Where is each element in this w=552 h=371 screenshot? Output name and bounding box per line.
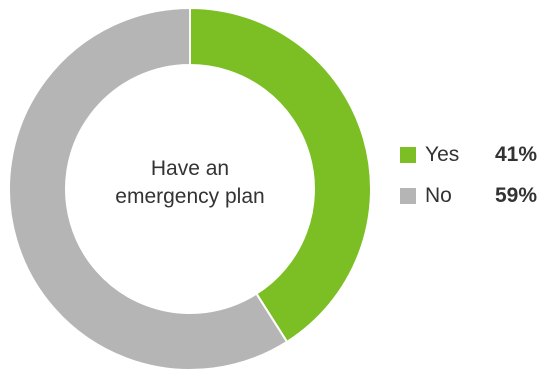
legend-item-no: No 59%	[398, 184, 550, 208]
donut-slice-yes	[189, 6, 372, 344]
donut-slices	[8, 6, 372, 371]
center-label: Have an emergency plan	[110, 155, 270, 211]
legend: Yes 41% No 59%	[398, 143, 550, 225]
donut-slice-no	[8, 6, 289, 371]
center-label-line-2: emergency plan	[115, 185, 265, 208]
legend-swatch-no	[400, 188, 416, 204]
legend-item-yes: Yes 41%	[398, 143, 550, 167]
legend-value-no: 59%	[495, 184, 538, 207]
center-label-line-1: Have an	[150, 157, 230, 180]
legend-swatch-yes	[400, 147, 416, 163]
legend-label-yes: Yes	[425, 143, 460, 166]
legend-value-yes: 41%	[495, 143, 538, 166]
legend-label-no: No	[425, 184, 452, 207]
